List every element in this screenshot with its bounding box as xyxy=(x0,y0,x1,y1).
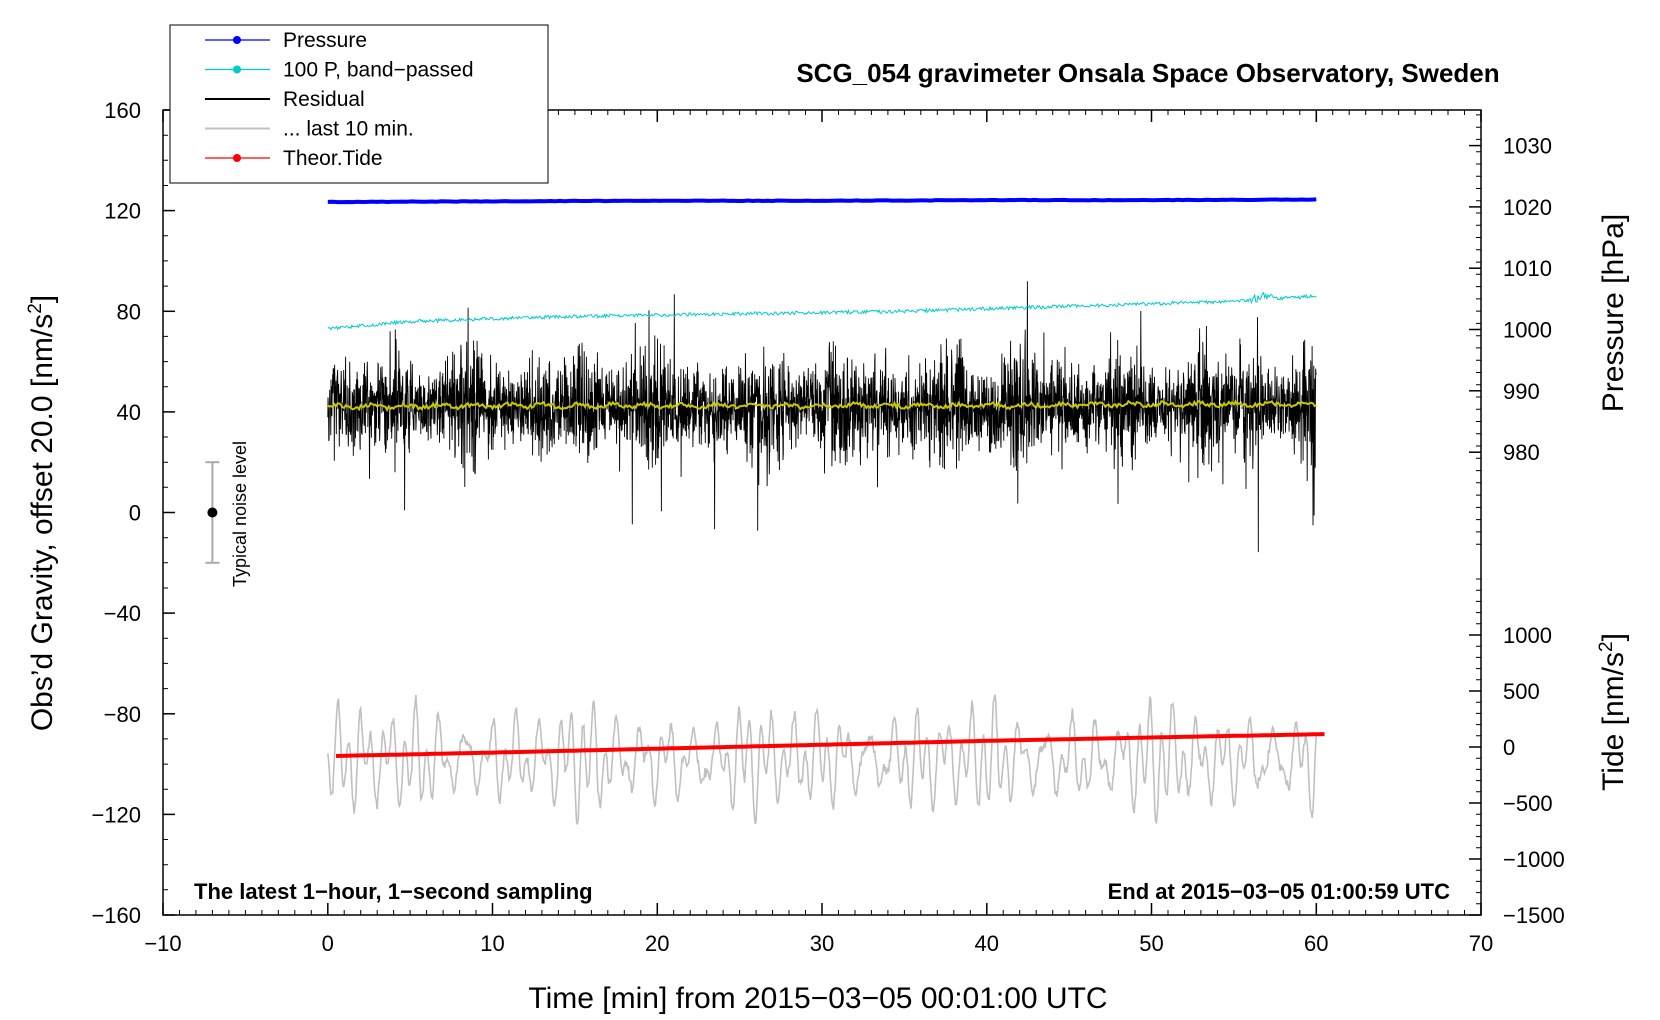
band-passed-line xyxy=(327,291,1317,331)
legend-box xyxy=(169,24,549,184)
tide-tick-label: −1000 xyxy=(1503,847,1565,872)
legend-entries: Pressure 100 P, band−passed Residual ... la… xyxy=(205,29,474,170)
minor-tick-marks xyxy=(162,109,1482,916)
tide-tick-label: −1500 xyxy=(1503,903,1565,928)
legend-entry: Pressure xyxy=(205,29,367,52)
tide-tick-label: 0 xyxy=(1503,735,1515,760)
noise-level-bar xyxy=(205,461,220,564)
chart-title: SCG_054 gravimeter Onsala Space Observat… xyxy=(796,58,1499,88)
legend-marker xyxy=(233,154,241,162)
residual-line xyxy=(327,281,1317,553)
noise-bar-center xyxy=(207,507,218,518)
noise-level-label: Typical noise level xyxy=(230,441,250,587)
x-tick-label: 20 xyxy=(645,931,669,956)
tide-line xyxy=(335,732,1325,758)
pressure-tick-label: 1030 xyxy=(1503,134,1552,159)
x-tick-label: 10 xyxy=(480,931,504,956)
legend-label: Theor.Tide xyxy=(283,147,383,170)
y-tick-label: −160 xyxy=(91,903,141,928)
pressure-tick-label: 980 xyxy=(1503,440,1540,465)
y-axis-title-left: Obs’d Gravity, offset 20.0 [nm/s2] xyxy=(25,295,59,731)
pressure-line xyxy=(327,197,1317,205)
legend-entry: 100 P, band−passed xyxy=(205,59,474,82)
annotation-end-time: End at 2015−03−05 01:00:59 UTC xyxy=(1108,879,1451,904)
y-tick-label: 120 xyxy=(104,199,141,224)
tide-axis-title-close: ] xyxy=(1597,633,1630,641)
residual-series xyxy=(327,281,1317,553)
y-tick-label: 80 xyxy=(117,299,141,324)
residual-smoothed-line xyxy=(327,399,1317,413)
plot-frame xyxy=(162,109,1482,916)
y-tick-label: −80 xyxy=(104,702,141,727)
tick-labels: −10 0 10 20 30 40 50 60 7016012080400−40−80−120−… xyxy=(91,98,1564,956)
major-ticks xyxy=(162,109,1482,916)
x-axis-title: Time [min] from 2015−03−05 00:01:00 UTC xyxy=(528,982,1107,1015)
x-tick-label: 40 xyxy=(975,931,999,956)
tide-axis-title: Tide [nm/s2] xyxy=(1596,633,1630,791)
annotation-sampling: The latest 1−hour, 1−second sampling xyxy=(194,879,593,904)
y-tick-label: −120 xyxy=(91,802,141,827)
legend-label: Residual xyxy=(283,88,365,111)
y-tick-label: −40 xyxy=(104,601,141,626)
y-axis-title-left-sup: 2 xyxy=(25,303,46,314)
tide-tick-label: −500 xyxy=(1503,791,1553,816)
legend-entry: ... last 10 min. xyxy=(205,118,414,141)
y-tick-label: 0 xyxy=(129,501,141,526)
pressure-tick-label: 1020 xyxy=(1503,195,1552,220)
pressure-tick-label: 990 xyxy=(1503,379,1540,404)
pressure-series xyxy=(327,197,1317,205)
tide-tick-label: 1000 xyxy=(1503,623,1552,648)
pressure-tick-label: 1000 xyxy=(1503,318,1552,343)
x-tick-label: 70 xyxy=(1469,931,1493,956)
minor-ticks xyxy=(162,109,1482,916)
legend-marker xyxy=(233,65,241,74)
y-axis-title-left-main: Obs’d Gravity, offset 20.0 [nm/s xyxy=(26,314,59,731)
legend-marker xyxy=(233,36,241,44)
tide-tick-label: 500 xyxy=(1503,679,1540,704)
x-tick-label: 30 xyxy=(810,931,834,956)
pressure-axis-title: Pressure [hPa] xyxy=(1597,214,1630,412)
tide-axis-title-main: Tide [nm/s xyxy=(1597,652,1630,791)
legend-label: 100 P, band−passed xyxy=(283,59,474,82)
legend-entry: Residual xyxy=(205,88,365,111)
y-tick-label: 160 xyxy=(104,98,141,123)
x-tick-label: 50 xyxy=(1139,931,1163,956)
legend-entry: Theor.Tide xyxy=(205,147,383,170)
pressure-tick-label: 1010 xyxy=(1503,256,1552,281)
last-10-min-series xyxy=(327,694,1318,825)
legend: Pressure 100 P, band−passed Residual ... la… xyxy=(169,24,549,184)
band-passed-pressure-series xyxy=(327,291,1317,331)
x-tick-label: 0 xyxy=(322,931,334,956)
residual-smoothed-series xyxy=(327,399,1317,413)
last-10-min-line xyxy=(327,694,1318,825)
y-tick-label: 40 xyxy=(117,400,141,425)
y-axis-title-left-close: ] xyxy=(26,295,59,303)
legend-label: Pressure xyxy=(283,29,367,52)
x-tick-label: 60 xyxy=(1304,931,1328,956)
tide-axis-title-sup: 2 xyxy=(1596,641,1617,652)
legend-label: ... last 10 min. xyxy=(283,118,414,141)
x-tick-label: −10 xyxy=(144,931,181,956)
theor-tide-series xyxy=(335,732,1325,758)
